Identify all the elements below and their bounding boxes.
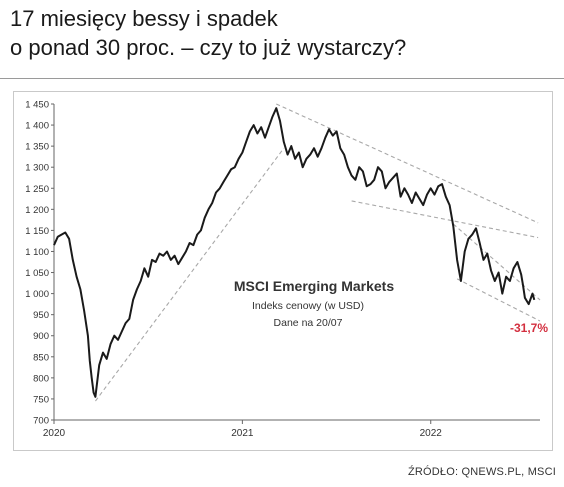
y-tick-label: 1 350 bbox=[25, 142, 49, 153]
y-tick-label: 1 400 bbox=[25, 121, 49, 132]
headline-line-1: 17 miesięcy bessy i spadek bbox=[10, 6, 278, 31]
y-tick-label: 1 250 bbox=[25, 184, 49, 195]
y-tick-label: 1 000 bbox=[25, 289, 49, 300]
headline-line-2: o ponad 30 proc. – czy to już wystarczy? bbox=[10, 35, 407, 60]
series-line bbox=[53, 107, 536, 398]
series bbox=[53, 107, 536, 398]
y-tick-label: 850 bbox=[33, 352, 49, 363]
trendline bbox=[95, 147, 285, 402]
source-credit: ŹRÓDŁO: QNEWS.PL, MSCI bbox=[407, 466, 556, 478]
y-tick-label: 1 450 bbox=[25, 100, 49, 111]
trendline bbox=[452, 223, 541, 301]
chart-title: MSCI Emerging Markets bbox=[234, 278, 394, 294]
x-tick-label: 2020 bbox=[43, 428, 66, 439]
chart-note: Dane na 20/07 bbox=[274, 317, 343, 329]
y-tick-label: 1 300 bbox=[25, 163, 49, 174]
chart-subtitle: Indeks cenowy (w USD) bbox=[252, 300, 364, 312]
x-tick-label: 2021 bbox=[231, 428, 254, 439]
trendline bbox=[456, 278, 541, 322]
x-tick-label: 2022 bbox=[420, 428, 443, 439]
y-tick-label: 900 bbox=[33, 331, 49, 342]
y-tick-label: 750 bbox=[33, 394, 49, 405]
y-tick-label: 800 bbox=[33, 373, 49, 384]
y-tick-label: 1 050 bbox=[25, 268, 49, 279]
drawdown-annotation: -31,7% bbox=[510, 321, 548, 335]
x-axis: 2020 2021 2022 bbox=[43, 419, 540, 439]
y-tick-label: 1 100 bbox=[25, 247, 49, 258]
headline: 17 miesięcy bessy i spadek o ponad 30 pr… bbox=[10, 4, 558, 62]
chart-frame: 700 750 800 850 900 950 1 000 1 050 1 100 1 150 1 … bbox=[13, 91, 553, 451]
y-tick-label: 1 200 bbox=[25, 205, 49, 216]
y-tick-label: 700 bbox=[33, 416, 49, 427]
headline-divider bbox=[0, 78, 564, 79]
trendlines bbox=[95, 103, 541, 402]
y-axis: 700 750 800 850 900 950 1 000 1 050 1 100 1 150 1 … bbox=[25, 100, 55, 427]
trendline bbox=[276, 103, 539, 224]
y-tick-label: 950 bbox=[33, 310, 49, 321]
y-tick-label: 1 150 bbox=[25, 226, 49, 237]
trendline bbox=[351, 200, 539, 239]
chart: 700 750 800 850 900 950 1 000 1 050 1 100 1 150 1 … bbox=[25, 100, 548, 440]
